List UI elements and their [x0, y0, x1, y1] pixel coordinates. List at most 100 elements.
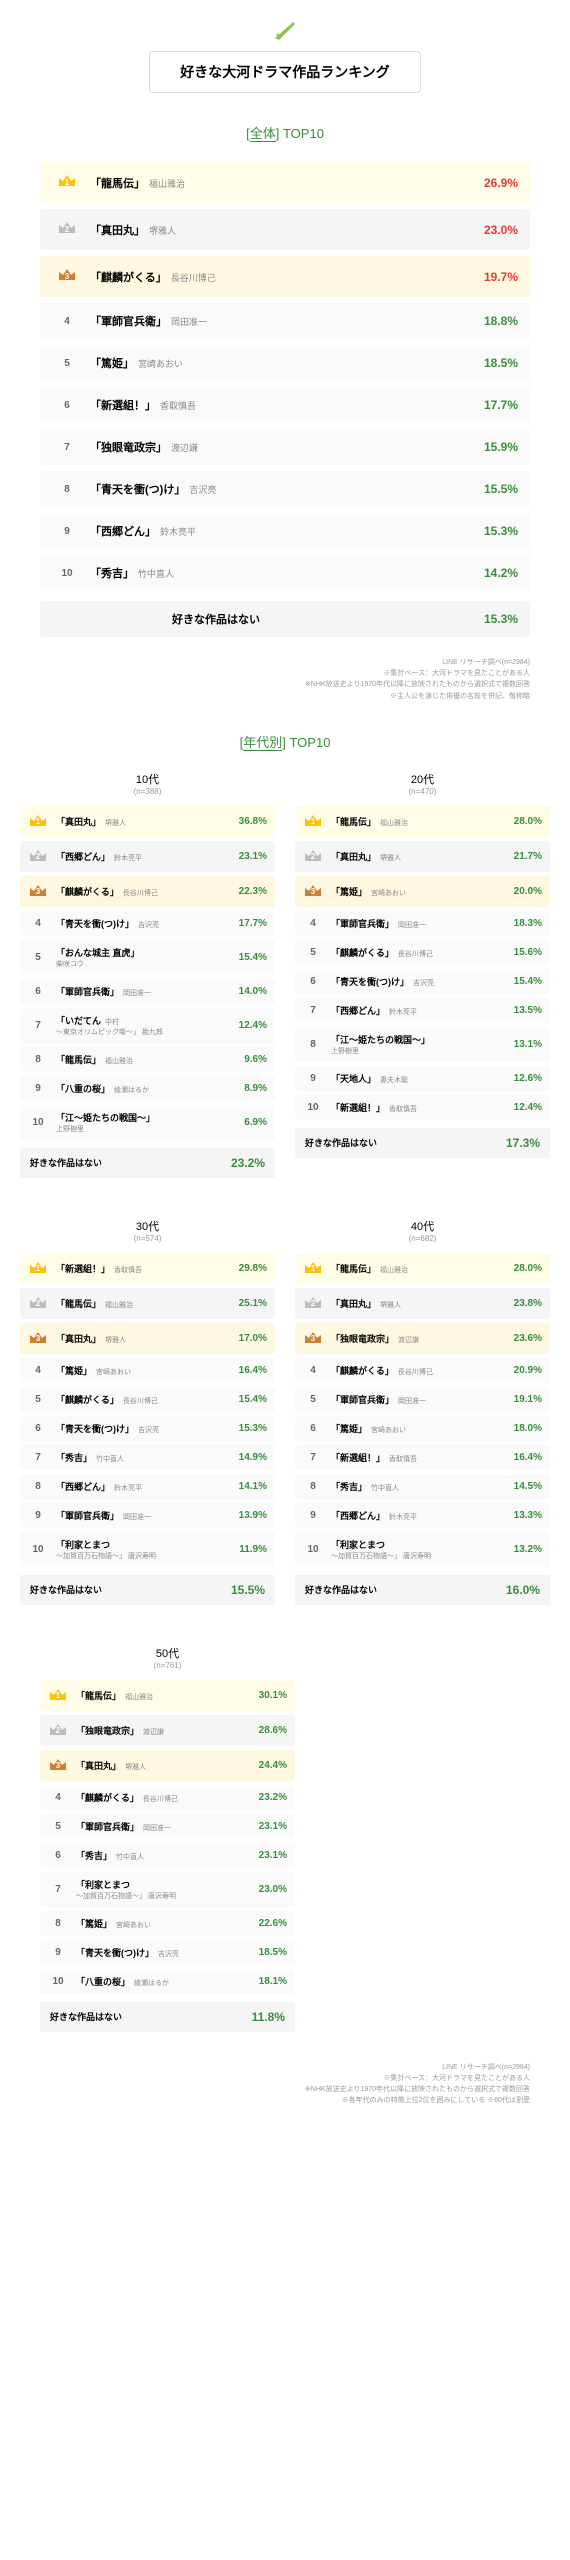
- rank-badge: 1: [52, 172, 82, 193]
- percentage: 14.2%: [468, 566, 518, 580]
- drama-title: 「篤姫」宮崎あおい: [68, 1917, 247, 1930]
- drama-title: 「独眼竜政宗」渡辺謙: [68, 1724, 247, 1737]
- age-ranking-row: 6 「青天を衝(つ)け」吉沢亮 15.3%: [20, 1416, 275, 1441]
- drama-title: 「真田丸」堺雅人: [323, 850, 502, 863]
- rank-badge: 2: [28, 847, 48, 866]
- drama-title: 「青天を衝(つ)け」吉沢亮: [68, 1946, 247, 1959]
- age-ranking-row: 1 「龍馬伝」福山雅治 28.0%: [295, 1253, 550, 1284]
- age-column: 20代(n=470) 1 「龍馬伝」福山雅治 28.0% 2 「真田丸」堺雅人 …: [295, 771, 550, 1198]
- rank-badge: 7: [52, 442, 82, 453]
- rank-badge: 10: [303, 1102, 323, 1113]
- percentage: 11.9%: [227, 1544, 267, 1555]
- rank-badge: 8: [28, 1481, 48, 1492]
- rank-badge: 10: [28, 1117, 48, 1128]
- percentage: 17.0%: [227, 1333, 267, 1344]
- age-ranking-row: 8 「江〜姫たちの戦国〜」上野樹里 13.1%: [295, 1027, 550, 1062]
- percentage: 23.2%: [247, 1792, 287, 1803]
- age-ranking-row: 2 「真田丸」堺雅人 23.8%: [295, 1288, 550, 1319]
- age-ranking-row: 5 「軍師官兵衛」岡田准一 23.1%: [40, 1814, 295, 1839]
- drama-title: 「西郷どん」鈴木亮平: [48, 850, 227, 863]
- age-ranking-row: 7 「いだてん中村〜東京オリムピック噺〜」 勘九郎 12.4%: [20, 1008, 275, 1043]
- age-ranking-row: 5 「おんな城主 直虎」柴咲コウ 15.4%: [20, 940, 275, 975]
- rank-badge: 10: [303, 1544, 323, 1555]
- drama-title: 「麒麟がくる」長谷川博己: [323, 946, 502, 959]
- drama-title: 「篤姫」宮崎あおい: [82, 355, 468, 371]
- percentage: 19.7%: [468, 270, 518, 284]
- drama-title: 「八重の桜」綾瀬はるか: [48, 1082, 227, 1095]
- rank-badge: 6: [28, 1423, 48, 1434]
- age-header: 30代(n=574): [20, 1218, 275, 1243]
- drama-title: 「利家とまつ〜加賀百万石物語〜」 唐沢寿明: [68, 1878, 247, 1901]
- ranking-row: 6 「新選組！」香取慎吾 17.7%: [40, 387, 530, 423]
- drama-title: 「天地人」妻夫木聡: [323, 1072, 502, 1085]
- age-ranking-row: 3 「真田丸」堺雅人 17.0%: [20, 1323, 275, 1354]
- rank-badge: 3: [28, 1329, 48, 1348]
- age-ranking-row: 4 「青天を衝(つ)け」吉沢亮 17.7%: [20, 911, 275, 936]
- rank-badge: 5: [52, 358, 82, 369]
- age-ranking-row: 4 「麒麟がくる」長谷川博己 20.9%: [295, 1358, 550, 1383]
- rank-badge: 9: [28, 1510, 48, 1521]
- overall-section-title: [全体] TOP10: [0, 123, 570, 142]
- drama-title: 「おんな城主 直虎」柴咲コウ: [48, 946, 227, 969]
- percentage: 24.4%: [247, 1760, 287, 1771]
- age-ranking-row: 8 「篤姫」宮崎あおい 22.6%: [40, 1911, 295, 1936]
- age-ranking-row: 9 「八重の桜」綾瀬はるか 8.9%: [20, 1076, 275, 1101]
- percentage: 15.3%: [227, 1423, 267, 1434]
- age-ranking-row: 1 「龍馬伝」福山雅治 28.0%: [295, 806, 550, 837]
- drama-title: 「篤姫」宮崎あおい: [323, 1422, 502, 1435]
- age-none-row: 好きな作品はない11.8%: [40, 2002, 295, 2032]
- age-none-row: 好きな作品はない15.5%: [20, 1575, 275, 1605]
- drama-title: 「青天を衝(つ)け」吉沢亮: [48, 1422, 227, 1435]
- rank-badge: 5: [48, 1821, 68, 1832]
- drama-title: 「麒麟がくる」長谷川博己: [48, 885, 227, 898]
- age-header: 20代(n=470): [295, 771, 550, 796]
- age-none-row: 好きな作品はない17.3%: [295, 1128, 550, 1158]
- drama-title: 「麒麟がくる」長谷川博己: [48, 1393, 227, 1406]
- percentage: 28.0%: [502, 816, 542, 827]
- rank-badge: 9: [28, 1083, 48, 1094]
- percentage: 26.9%: [468, 176, 518, 190]
- rank-badge: 8: [48, 1918, 68, 1929]
- age-ranking-row: 4 「軍師官兵衛」岡田准一 18.3%: [295, 911, 550, 936]
- percentage: 15.6%: [502, 947, 542, 958]
- percentage: 15.4%: [227, 952, 267, 963]
- percentage: 13.2%: [502, 1544, 542, 1555]
- rank-badge: 4: [303, 1365, 323, 1376]
- age-ranking-row: 10 「新選組！」香取慎吾 12.4%: [295, 1095, 550, 1120]
- drama-title: 「利家とまつ〜加賀百万石物語〜」 唐沢寿明: [323, 1538, 502, 1561]
- page-title: 好きな大河ドラマ作品ランキング: [149, 51, 421, 93]
- age-grid: 10代(n=388) 1 「真田丸」堺雅人 36.8% 2 「西郷どん」鈴木亮平…: [0, 771, 570, 2052]
- rank-badge: 3: [303, 882, 323, 901]
- drama-title: 「秀吉」竹中直人: [48, 1451, 227, 1464]
- drama-title: 「真田丸」堺雅人: [48, 1332, 227, 1345]
- percentage: 23.1%: [247, 1821, 287, 1832]
- rank-badge: 1: [28, 1259, 48, 1278]
- age-ranking-row: 9 「軍師官兵衛」岡田准一 13.9%: [20, 1503, 275, 1528]
- drama-title: 「秀吉」竹中直人: [82, 565, 468, 581]
- drama-title: 「軍師官兵衛」岡田准一: [323, 917, 502, 930]
- drama-title: 「麒麟がくる」長谷川博己: [68, 1791, 247, 1804]
- header: 好きな大河ドラマ作品ランキング: [0, 20, 570, 93]
- drama-title: 「秀吉」竹中直人: [323, 1480, 502, 1493]
- percentage: 23.0%: [247, 1884, 287, 1895]
- percentage: 16.4%: [502, 1452, 542, 1463]
- age-ranking-row: 2 「独眼竜政宗」渡辺謙 28.6%: [40, 1715, 295, 1746]
- drama-title: 「軍師官兵衛」岡田准一: [82, 313, 468, 329]
- age-ranking-row: 7 「利家とまつ〜加賀百万石物語〜」 唐沢寿明 23.0%: [40, 1872, 295, 1907]
- age-ranking-row: 6 「秀吉」竹中直人 23.1%: [40, 1843, 295, 1868]
- age-none-row: 好きな作品はない23.2%: [20, 1148, 275, 1178]
- percentage: 23.0%: [468, 223, 518, 237]
- age-ranking-row: 5 「麒麟がくる」長谷川博己 15.6%: [295, 940, 550, 965]
- drama-title: 「龍馬伝」福山雅治: [48, 1297, 227, 1310]
- drama-title: 「軍師官兵衛」岡田准一: [48, 985, 227, 998]
- drama-title: 「麒麟がくる」長谷川博己: [323, 1364, 502, 1377]
- percentage: 30.1%: [247, 1690, 287, 1701]
- rank-badge: 6: [303, 1423, 323, 1434]
- percentage: 23.6%: [502, 1333, 542, 1344]
- age-ranking-row: 4 「麒麟がくる」長谷川博己 23.2%: [40, 1785, 295, 1810]
- percentage: 14.0%: [227, 986, 267, 997]
- rank-badge: 4: [303, 918, 323, 929]
- drama-title: 「軍師官兵衛」岡田准一: [323, 1393, 502, 1406]
- rank-badge: 4: [28, 1365, 48, 1376]
- percentage: 28.6%: [247, 1725, 287, 1736]
